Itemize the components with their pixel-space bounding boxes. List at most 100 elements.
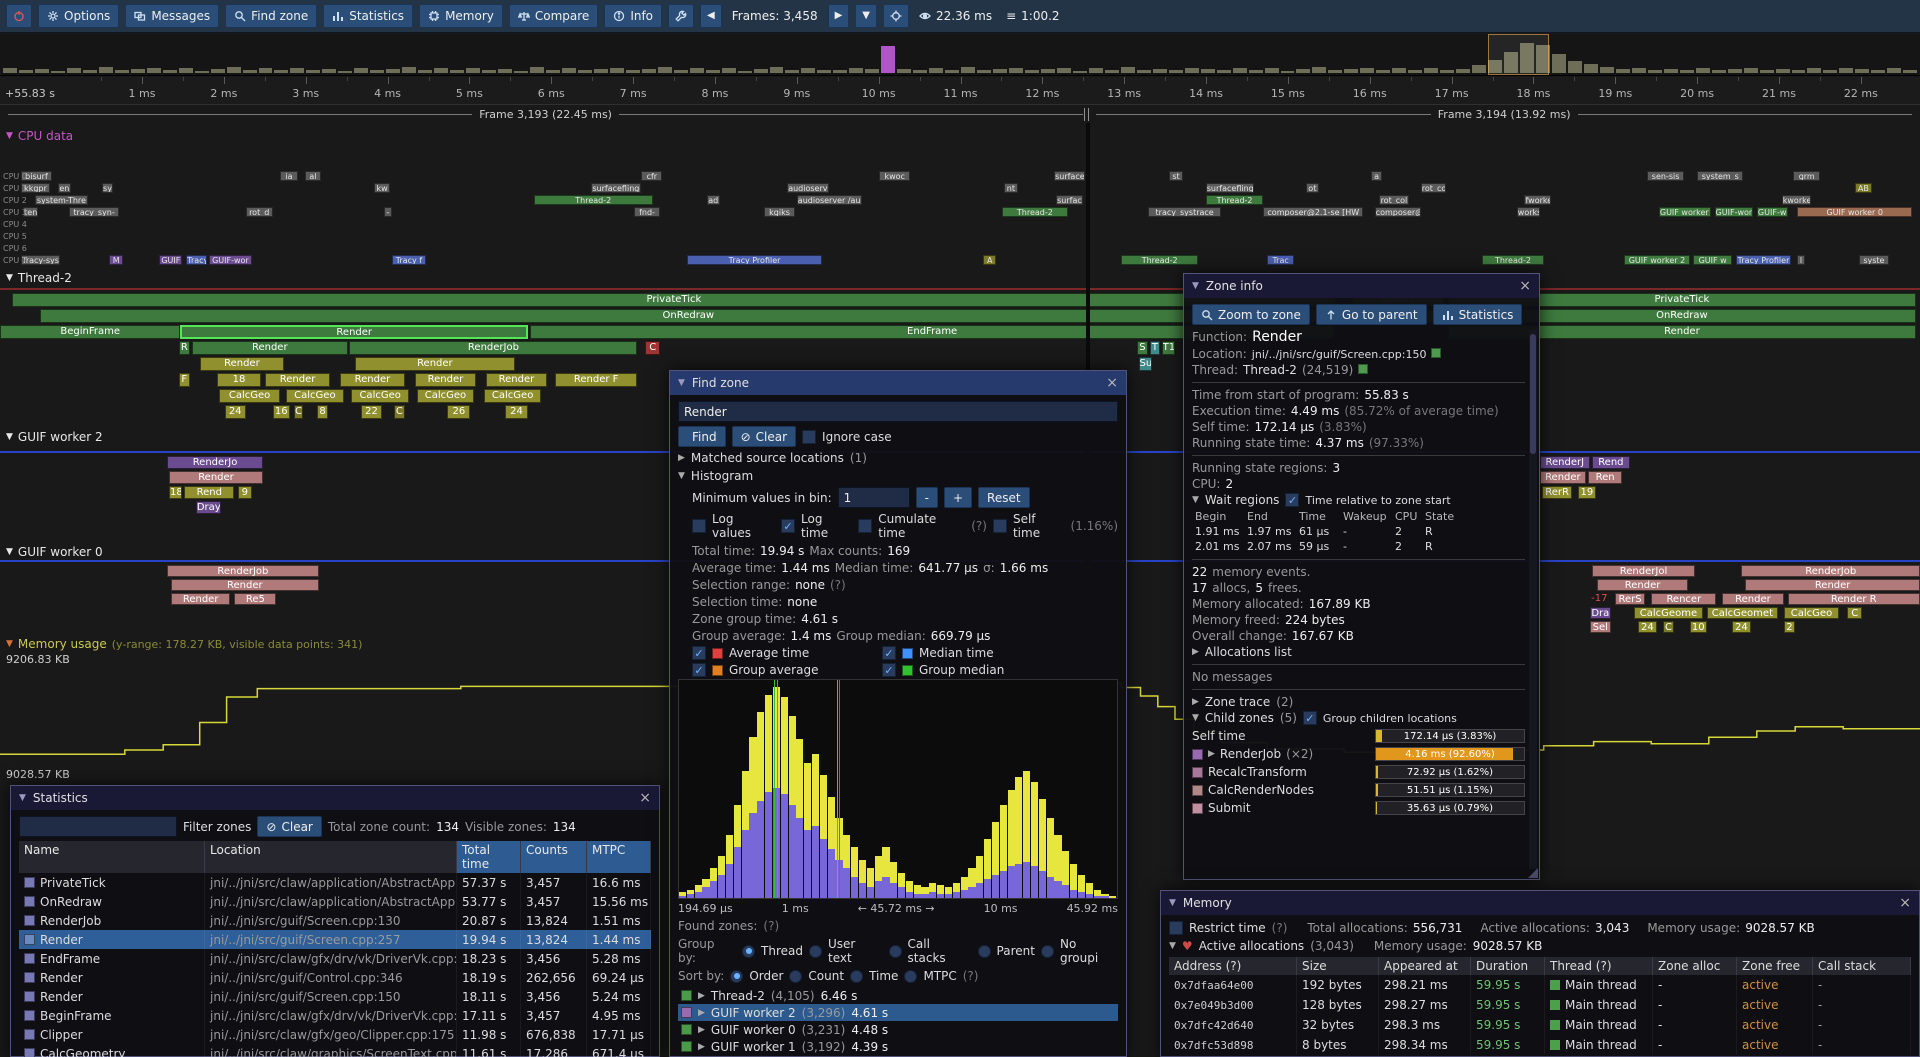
timeline-zone[interactable]: 22 (360, 405, 383, 419)
cpu-zone[interactable]: nt (1004, 183, 1018, 193)
cpu-zone[interactable]: audioserver (787, 183, 830, 193)
timeline-zone[interactable]: Render (1745, 579, 1920, 591)
stat-row-name[interactable]: CalcGeometry (19, 1044, 205, 1057)
timeline-zone[interactable]: RenderJob (1741, 565, 1920, 577)
column-header[interactable]: Total time (457, 841, 521, 873)
cpu-zone[interactable]: kgiks (764, 207, 795, 217)
timeline-zone[interactable]: Sel (1589, 621, 1611, 633)
legend-average-time[interactable]: ✓ Average time (692, 646, 882, 660)
timeline-zone[interactable]: BeginFrame (0, 325, 181, 339)
timeline-zone[interactable]: RenderJ (1539, 456, 1590, 469)
alloc-address[interactable]: 0x7dfc53d898 (1169, 1035, 1297, 1055)
frame-menu-button[interactable]: ▼ (855, 4, 877, 28)
cpu-zone[interactable]: Tracy Profiler (687, 255, 822, 265)
group-children-checkbox[interactable]: ✓ (1302, 711, 1317, 725)
radio-count[interactable]: Count (789, 969, 844, 983)
stat-row-counts[interactable]: 13,824 (521, 930, 587, 949)
stat-row-mtpc[interactable]: 1.44 ms (587, 930, 651, 949)
cpu-zone[interactable]: rot_col (1378, 195, 1410, 205)
memory-titlebar[interactable]: ▼ Memory × (1161, 891, 1919, 915)
stat-row-total[interactable]: 53.77 s (457, 892, 521, 911)
stat-row-name[interactable]: PrivateTick (19, 873, 205, 892)
column-header[interactable]: Zone free (1737, 957, 1813, 975)
child-zone-row[interactable]: Submit 35.63 µs (0.79%) (1192, 799, 1525, 817)
timeline-zone[interactable]: 16 (272, 405, 290, 419)
stat-row-counts[interactable]: 3,457 (521, 1006, 587, 1025)
min-bin-decrease-button[interactable]: - (915, 487, 938, 508)
timeline-zone[interactable]: C (393, 405, 406, 419)
reset-button[interactable]: Reset (978, 487, 1030, 508)
stat-row-mtpc[interactable]: 671.4 µs (587, 1044, 651, 1057)
resize-grip[interactable] (1528, 868, 1538, 878)
legend-group-average[interactable]: ✓ Group average (692, 663, 882, 677)
scrollbar[interactable] (1529, 330, 1537, 869)
find-button[interactable]: Find (678, 426, 726, 447)
collapse-icon[interactable]: ▼ (678, 378, 685, 388)
cpu-zone[interactable]: kkgpr (21, 183, 50, 193)
frame-minimap[interactable] (0, 34, 1920, 76)
stat-row-name[interactable]: Render (19, 930, 205, 949)
child-zone-row[interactable]: RecalcTransform 72.92 µs (1.62%) (1192, 763, 1525, 781)
cpu-zone[interactable]: l (1797, 255, 1805, 265)
cpu-zone[interactable]: fworke (1524, 195, 1552, 205)
column-header[interactable]: Zone alloc (1653, 957, 1737, 975)
stat-row-name[interactable]: Render (19, 968, 205, 987)
timeline-zone[interactable]: Dra (1589, 607, 1611, 619)
info-button[interactable]: Info (604, 4, 663, 28)
stat-row-name[interactable]: EndFrame (19, 949, 205, 968)
timeline-zone[interactable]: T1 (1161, 341, 1176, 355)
ignore-case-checkbox[interactable] (802, 429, 817, 444)
memory-button[interactable]: Memory (419, 4, 503, 28)
stat-row-counts[interactable]: 3,457 (521, 892, 587, 911)
timeline-zone[interactable]: Dray (195, 501, 221, 514)
cpu-zone[interactable]: surfaceflinge (1205, 183, 1254, 193)
frame-bar[interactable]: Frame 3,193 (22.45 ms) Frame 3,194 (13.9… (0, 106, 1920, 123)
cpu-zone[interactable]: rot_d (245, 207, 273, 217)
messages-button[interactable]: Messages (125, 4, 220, 28)
next-frame-button[interactable]: ▶ (827, 4, 850, 28)
radio-mtpc[interactable]: MTPC (904, 969, 957, 983)
cpu-data-header[interactable]: ▼ CPU data (6, 129, 73, 143)
timeline-zone[interactable]: RenderJo (167, 456, 264, 469)
cpu-zone[interactable]: Tracy f (391, 255, 427, 265)
stat-row-counts[interactable]: 13,824 (521, 911, 587, 930)
timeline-zone[interactable]: RenderJob (349, 341, 638, 355)
radio-thread[interactable]: Thread (742, 944, 803, 958)
timeline-zone[interactable]: Render (1539, 471, 1586, 484)
statistics-titlebar[interactable]: ▼ Statistics × (11, 786, 659, 810)
thread-value[interactable]: Thread-2 (1243, 363, 1297, 377)
cpu-zone[interactable]: - (384, 207, 392, 217)
timeline-zone[interactable]: Render F (554, 373, 638, 387)
zone-trace[interactable]: ▶ Zone trace (2) (1192, 695, 1294, 709)
cpu-zone[interactable]: ia (280, 171, 298, 181)
stat-row-mtpc[interactable]: 5.24 ms (587, 987, 651, 1006)
column-header[interactable]: Size (1297, 957, 1379, 975)
option-checkbox-cumulate-time[interactable]: Cumulate time (?) (858, 512, 987, 540)
timeline-zone[interactable]: T (1150, 341, 1160, 355)
timeline-zone[interactable]: RerR (1541, 486, 1573, 499)
restrict-time-checkbox[interactable] (1169, 921, 1183, 935)
stat-row-mtpc[interactable]: 5.28 ms (587, 949, 651, 968)
column-header[interactable]: Counts (521, 841, 587, 873)
minimap-view-region[interactable] (1488, 34, 1550, 75)
found-zone-group[interactable]: ▶ Thread-2 (4,105) 6.46 s (678, 987, 1118, 1004)
timeline-zone[interactable]: Render (192, 341, 348, 355)
stat-row-counts[interactable]: 3,456 (521, 949, 587, 968)
min-bin-increase-button[interactable]: + (943, 487, 973, 508)
timeline-zone[interactable]: Rend (184, 486, 235, 499)
timeline-zone[interactable]: Render (1447, 325, 1917, 339)
zone-info-titlebar[interactable]: ▼ Zone info × (1184, 274, 1539, 298)
stat-row-total[interactable]: 18.11 s (457, 987, 521, 1006)
legend-median-time[interactable]: ✓ Median time (882, 646, 1072, 660)
cpu-zone[interactable]: surfaceflinger (591, 183, 642, 193)
cpu-zone[interactable]: surfacef (1054, 171, 1085, 181)
cpu-zone[interactable]: GUIF worker 0 (1658, 207, 1711, 217)
option-checkbox-log-values[interactable]: Log values (692, 512, 775, 540)
cpu-zone[interactable]: GUIF-w (1756, 207, 1788, 217)
memory-usage-header[interactable]: ▼ Memory usage (y-range: 178.27 KB, visi… (6, 637, 362, 651)
filter-zones-input[interactable] (19, 816, 177, 837)
timeline-zone[interactable]: Render (180, 325, 528, 339)
find-zone-search-input[interactable] (678, 401, 1118, 422)
child-zones-header[interactable]: ▼ Child zones (5) ✓ Group children locati… (1192, 711, 1457, 725)
column-header[interactable]: Call stack (1813, 957, 1911, 975)
